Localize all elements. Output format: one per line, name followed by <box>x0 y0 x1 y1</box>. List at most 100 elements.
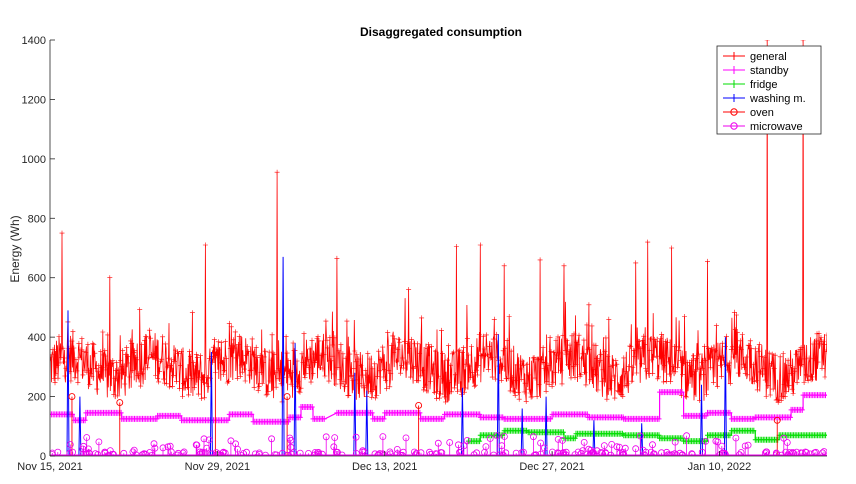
y-tick-label: 400 <box>28 332 46 344</box>
microwave-point <box>95 438 103 446</box>
microwave-point <box>688 451 696 456</box>
microwave-point <box>66 449 74 456</box>
microwave-point <box>379 433 387 441</box>
microwave-point <box>200 435 208 443</box>
legend-label: general <box>750 51 787 63</box>
microwave-point <box>413 449 420 456</box>
x-tick-label: Dec 27, 2021 <box>519 461 584 473</box>
microwave-point <box>621 444 629 452</box>
microwave-point <box>598 449 606 456</box>
microwave-point <box>783 439 791 446</box>
microwave-point <box>537 450 545 456</box>
microwave-point <box>393 445 401 453</box>
microwave-point <box>616 449 624 456</box>
microwave-point <box>305 450 312 456</box>
microwave-point <box>251 450 259 456</box>
axes: 0 200 400 600 800 1000 1200 1400 Nov 15, 2021 Nov… <box>17 35 827 473</box>
microwave-point <box>433 450 441 456</box>
microwave-point <box>208 450 216 456</box>
microwave-point <box>130 446 138 454</box>
y-tick-label: 800 <box>28 213 46 225</box>
microwave-point <box>554 435 562 443</box>
legend-label: oven <box>750 107 774 119</box>
legend[interactable]: general standby fridge washing m. oven microw… <box>716 45 822 135</box>
legend-label: washing m. <box>749 93 806 105</box>
microwave-point <box>331 434 339 442</box>
microwave-point <box>227 437 235 445</box>
legend-box <box>716 45 822 135</box>
microwave-point <box>806 450 814 456</box>
microwave-point <box>559 436 566 444</box>
microwave-point <box>287 436 295 444</box>
microwave-point <box>322 433 330 441</box>
microwave-point <box>683 432 690 440</box>
oven-point <box>283 393 291 401</box>
microwave-point <box>761 449 769 456</box>
microwave-point <box>193 441 201 449</box>
microwave-point <box>83 450 91 456</box>
microwave-point <box>66 441 74 448</box>
microwave-point <box>482 443 490 451</box>
microwave-point <box>215 450 222 456</box>
microwave-point <box>650 450 658 456</box>
legend-marker <box>730 94 738 102</box>
microwave-point <box>150 440 158 448</box>
microwave-point <box>371 450 379 456</box>
microwave-point <box>541 444 548 452</box>
microwave-point <box>530 433 537 441</box>
microwave-point <box>649 441 656 449</box>
microwave-point <box>120 449 128 456</box>
general-series-markers <box>50 40 827 405</box>
microwave-point <box>234 445 241 453</box>
y-tick-label: 200 <box>28 392 46 404</box>
microwave-point <box>500 433 508 440</box>
microwave-point <box>712 437 720 445</box>
legend-label: microwave <box>750 121 803 133</box>
legend-marker <box>730 52 738 60</box>
microwave-point <box>676 449 684 456</box>
microwave-point <box>352 450 360 456</box>
oven-point <box>116 399 124 406</box>
microwave-point <box>287 443 295 451</box>
microwave-point <box>772 449 780 456</box>
microwave-point <box>79 445 87 453</box>
fridge-series-markers <box>465 427 827 445</box>
microwave-point <box>205 436 213 444</box>
oven-point <box>211 348 219 356</box>
microwave-point <box>493 432 501 440</box>
y-tick-label: 1200 <box>22 94 46 106</box>
microwave-point <box>288 450 295 456</box>
y-tick-label: 600 <box>28 273 46 285</box>
x-tick-label: Dec 13, 2021 <box>352 461 417 473</box>
microwave-point <box>732 434 740 442</box>
microwave-point <box>179 449 187 456</box>
microwave-point <box>434 439 442 447</box>
legend-label: fridge <box>750 79 778 91</box>
legend-marker <box>730 66 738 74</box>
microwave-point <box>240 450 247 456</box>
y-tick-label: 0 <box>40 451 46 463</box>
microwave-point <box>718 442 726 450</box>
microwave-point <box>512 449 520 456</box>
microwave-point <box>613 443 621 451</box>
microwave-point <box>671 438 679 446</box>
microwave-point <box>159 444 167 452</box>
oven-point <box>415 402 423 409</box>
microwave-point <box>203 444 211 452</box>
y-axis-label: Energy (Wh) <box>8 215 22 282</box>
microwave-point <box>50 449 56 456</box>
oven-point <box>773 416 781 424</box>
microwave-point <box>379 450 387 456</box>
microwave-point <box>588 449 595 456</box>
microwave-point <box>318 450 326 456</box>
microwave-point <box>600 442 608 450</box>
microwave-point <box>432 450 440 456</box>
microwave-point <box>454 441 462 449</box>
legend-label: standby <box>750 65 789 77</box>
y-tick-label: 1400 <box>22 35 46 47</box>
microwave-point <box>498 442 506 450</box>
legend-marker <box>730 80 738 88</box>
microwave-point <box>198 450 206 456</box>
